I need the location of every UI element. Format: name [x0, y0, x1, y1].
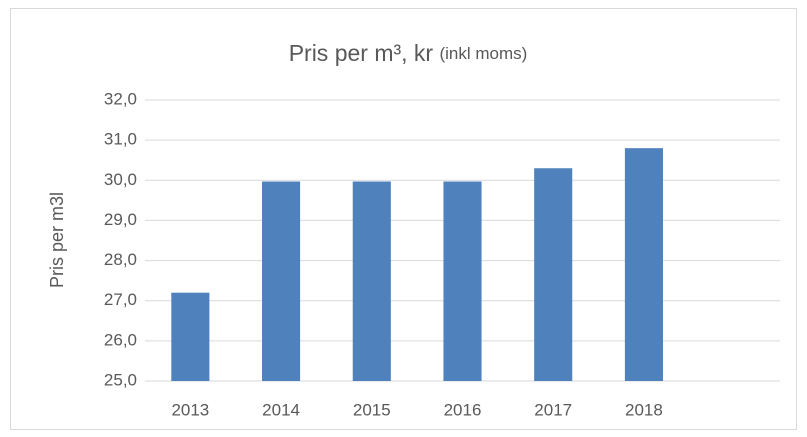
bar — [443, 181, 482, 381]
bar — [352, 181, 391, 381]
y-tick-label: 25,0 — [104, 370, 137, 389]
y-tick-label: 27,0 — [104, 290, 137, 309]
y-axis-label: Pris per m3l — [47, 192, 67, 288]
x-tick-label: 2017 — [534, 400, 572, 419]
x-tick-label: 2015 — [353, 400, 391, 419]
x-tick-label: 2018 — [625, 400, 663, 419]
bar — [171, 292, 210, 381]
title-main: Pris per m³, kr — [289, 40, 434, 66]
title-note: (inkl moms) — [439, 44, 527, 63]
chart-frame — [10, 8, 797, 430]
x-tick-label: 2016 — [444, 400, 482, 419]
x-tick-label: 2013 — [171, 400, 209, 419]
y-tick-label: 26,0 — [104, 330, 137, 349]
bar — [262, 181, 301, 381]
y-tick-label: 30,0 — [104, 170, 137, 189]
bar — [624, 148, 663, 381]
x-tick-label: 2014 — [262, 400, 300, 419]
chart-title: Pris per m³, kr (inkl moms) — [289, 40, 528, 66]
bar — [534, 168, 573, 381]
y-tick-label: 28,0 — [104, 250, 137, 269]
y-tick-label: 31,0 — [104, 130, 137, 149]
y-tick-label: 29,0 — [104, 210, 137, 229]
y-tick-label: 32,0 — [104, 89, 137, 108]
